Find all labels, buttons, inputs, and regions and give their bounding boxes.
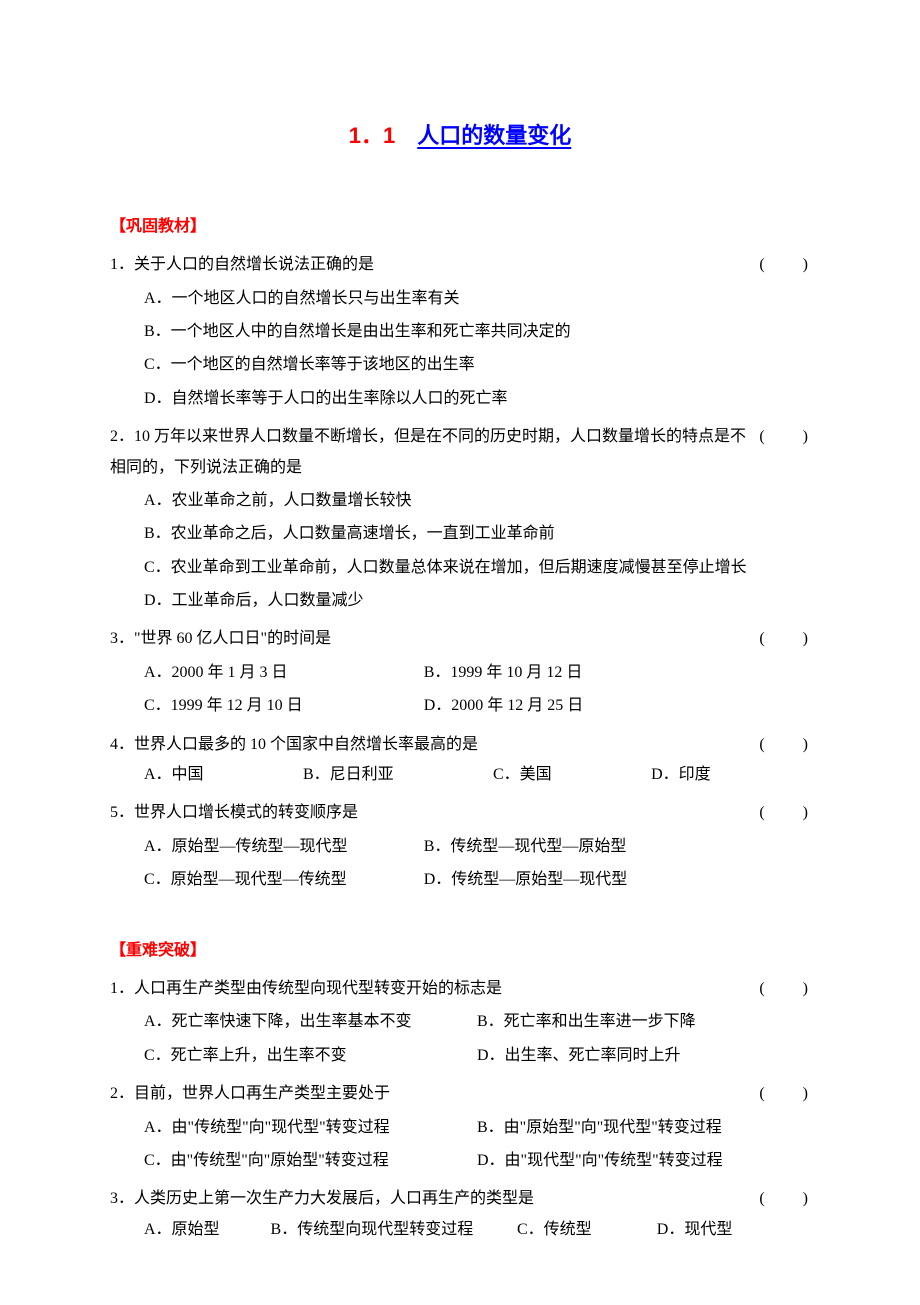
s1-q4-opt-b: B．尼日利亚 [303, 760, 493, 790]
s1-q2-opt-b: B．农业革命之后，人口数量高速增长，一直到工业革命前 [144, 519, 810, 549]
s1-q3: 3．"世界 60 亿人口日"的时间是 ( ) A．2000 年 1 月 3 日 … [110, 624, 810, 721]
answer-paren: ( ) [710, 974, 810, 1004]
s2-q3-opt-b: B．传统型向现代型转变过程 [271, 1215, 517, 1245]
s2-q2-opt-c: C．由"传统型"向"原始型"转变过程 [144, 1146, 477, 1176]
s1-q4: 4．世界人口最多的 10 个国家中自然增长率最高的是 ( ) A．中国 B．尼日… [110, 730, 810, 791]
s1-q1: 1．关于人口的自然增长说法正确的是 ( ) A．一个地区人口的自然增长只与出生率… [110, 250, 810, 414]
title-text: 人口的数量变化 [417, 123, 571, 148]
s2-q2-opt-a: A．由"传统型"向"现代型"转变过程 [144, 1113, 477, 1143]
title-number: 1．1 [349, 123, 395, 148]
s1-q3-stem: 3．"世界 60 亿人口日"的时间是 [110, 624, 750, 654]
s1-q3-opt-c: C．1999 年 12 月 10 日 [144, 691, 424, 721]
s1-q2-opt-c: C．农业革命到工业革命前，人口数量总体来说在增加，但后期速度减慢甚至停止增长 [144, 553, 810, 583]
s1-q5: 5．世界人口增长模式的转变顺序是 ( ) A．原始型―传统型―现代型 B．传统型… [110, 798, 810, 895]
answer-paren: ( ) [750, 422, 810, 452]
s1-q2: 2．10 万年以来世界人口数量不断增长，但是在不同的历史时期，人口数量增长的特点… [110, 422, 810, 616]
s1-q4-opt-c: C．美国 [493, 760, 651, 790]
s1-q2-stem: 2．10 万年以来世界人口数量不断增长，但是在不同的历史时期，人口数量增长的特点… [110, 422, 750, 483]
s2-q3-opt-c: C．传统型 [517, 1215, 657, 1245]
s2-q3-stem: 3．人类历史上第一次生产力大发展后，人口再生产的类型是 [110, 1184, 660, 1214]
s2-q2-opt-b: B．由"原始型"向"现代型"转变过程 [477, 1113, 810, 1143]
s2-q3-opt-a: A．原始型 [144, 1215, 271, 1245]
s1-q4-opt-a: A．中国 [144, 760, 303, 790]
answer-paren: ( ) [660, 1184, 810, 1214]
s1-q3-opt-a: A．2000 年 1 月 3 日 [144, 658, 424, 688]
answer-paren: ( ) [750, 1079, 810, 1109]
s1-q3-opt-d: D．2000 年 12 月 25 日 [424, 691, 810, 721]
s2-q1-opt-d: D．出生率、死亡率同时上升 [477, 1041, 810, 1071]
s2-q2: 2．目前，世界人口再生产类型主要处于 ( ) A．由"传统型"向"现代型"转变过… [110, 1079, 810, 1176]
s1-q5-opt-d: D．传统型―原始型―现代型 [424, 865, 810, 895]
s2-q3: 3．人类历史上第一次生产力大发展后，人口再生产的类型是 ( ) A．原始型 B．… [110, 1184, 810, 1245]
s2-q2-stem: 2．目前，世界人口再生产类型主要处于 [110, 1079, 750, 1109]
s1-q2-opt-d: D．工业革命后，人口数量减少 [144, 586, 810, 616]
s2-q1-opt-a: A．死亡率快速下降，出生率基本不变 [144, 1007, 477, 1037]
s2-q1-opt-b: B．死亡率和出生率进一步下降 [477, 1007, 810, 1037]
s1-q1-opt-d: D．自然增长率等于人口的出生率除以人口的死亡率 [144, 384, 810, 414]
s2-q2-opt-d: D．由"现代型"向"传统型"转变过程 [477, 1146, 810, 1176]
s1-q1-opt-b: B．一个地区人中的自然增长是由出生率和死亡率共同决定的 [144, 317, 810, 347]
s1-q5-opt-b: B．传统型―现代型―原始型 [424, 832, 810, 862]
answer-paren: ( ) [750, 624, 810, 654]
section-2-heading: 【重难突破】 [110, 936, 810, 966]
s1-q2-opt-a: A．农业革命之前，人口数量增长较快 [144, 486, 810, 516]
s2-q3-opt-d: D．现代型 [657, 1215, 810, 1245]
s1-q3-opt-b: B．1999 年 10 月 12 日 [424, 658, 810, 688]
s2-q1-opt-c: C．死亡率上升，出生率不变 [144, 1041, 477, 1071]
s1-q5-stem: 5．世界人口增长模式的转变顺序是 [110, 798, 750, 828]
s1-q1-opt-c: C．一个地区的自然增长率等于该地区的出生率 [144, 350, 810, 380]
document-title: 1．1 人口的数量变化 [110, 115, 810, 157]
s1-q1-stem: 1．关于人口的自然增长说法正确的是 [110, 250, 750, 280]
s1-q4-opt-d: D．印度 [651, 760, 810, 790]
answer-paren: ( ) [750, 798, 810, 828]
s1-q1-opt-a: A．一个地区人口的自然增长只与出生率有关 [144, 284, 810, 314]
answer-paren: ( ) [690, 730, 810, 760]
s1-q4-stem: 4．世界人口最多的 10 个国家中自然增长率最高的是 [110, 730, 690, 760]
s2-q1: 1．人口再生产类型由传统型向现代型转变开始的标志是 ( ) A．死亡率快速下降，… [110, 974, 810, 1071]
answer-paren: ( ) [750, 250, 810, 280]
section-1-heading: 【巩固教材】 [110, 212, 810, 242]
s2-q1-stem: 1．人口再生产类型由传统型向现代型转变开始的标志是 [110, 974, 710, 1004]
s1-q5-opt-a: A．原始型―传统型―现代型 [144, 832, 424, 862]
s1-q5-opt-c: C．原始型―现代型―传统型 [144, 865, 424, 895]
